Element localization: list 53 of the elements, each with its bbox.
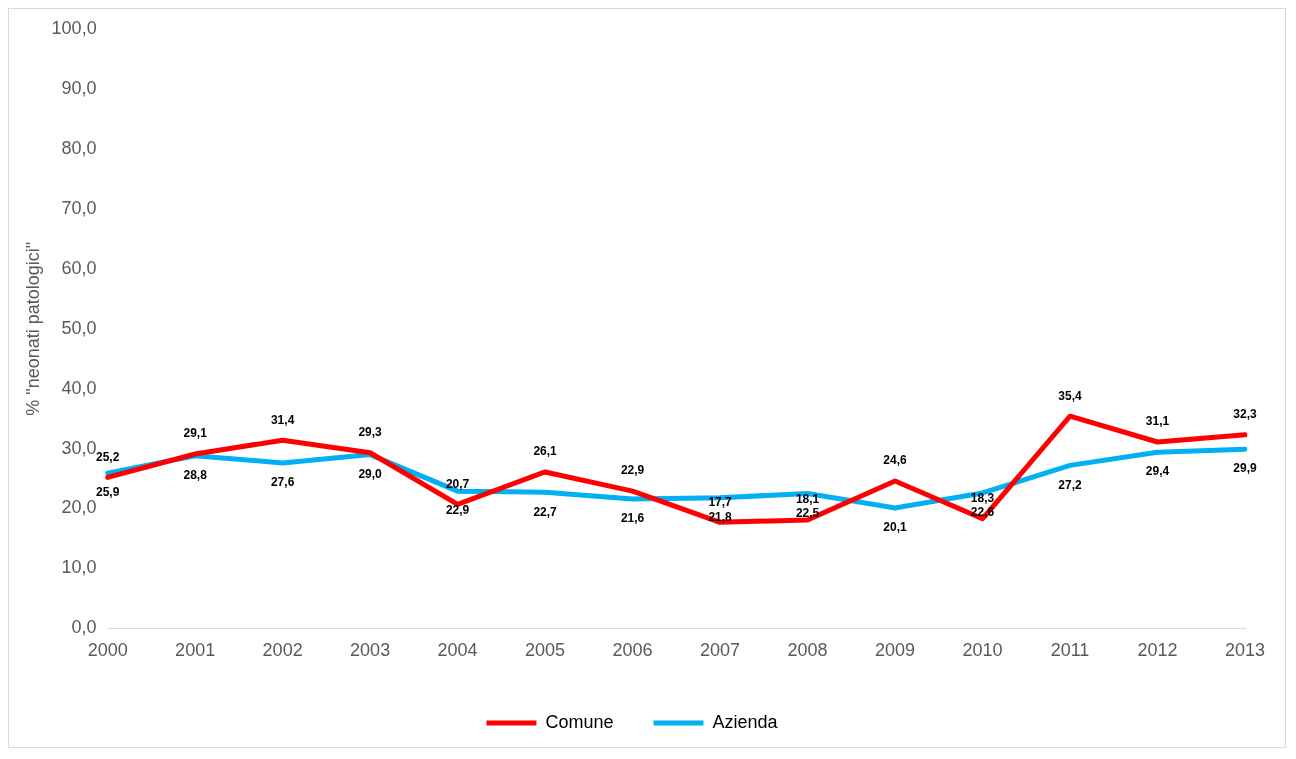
legend-label: Azienda bbox=[712, 711, 779, 732]
data-label: 24,6 bbox=[883, 453, 908, 468]
data-label: 20,7 bbox=[445, 476, 470, 491]
data-label: 29,0 bbox=[358, 466, 383, 481]
x-tick-label: 2004 bbox=[437, 640, 478, 661]
data-label: 29,4 bbox=[1145, 464, 1170, 479]
data-label: 29,3 bbox=[358, 425, 383, 440]
data-label: 20,1 bbox=[883, 520, 908, 535]
y-tick-label: 80,0 bbox=[61, 137, 97, 158]
y-tick-label: 10,0 bbox=[61, 557, 97, 578]
x-tick-label: 2011 bbox=[1050, 640, 1090, 661]
x-tick-label: 2001 bbox=[175, 640, 216, 661]
y-tick-label: 90,0 bbox=[61, 77, 97, 98]
x-tick-label: 2009 bbox=[875, 640, 916, 661]
data-label: 27,2 bbox=[1058, 477, 1083, 492]
data-label: 22,7 bbox=[533, 504, 558, 519]
x-tick-label: 2013 bbox=[1224, 640, 1266, 661]
data-label: 31,1 bbox=[1145, 414, 1170, 429]
x-tick-label: 2010 bbox=[962, 640, 1003, 661]
y-tick-label: 70,0 bbox=[61, 197, 97, 218]
y-axis-title: % "neonati patologici" bbox=[22, 241, 43, 416]
y-tick-label: 0,0 bbox=[71, 617, 97, 638]
data-label: 18,1 bbox=[795, 492, 820, 507]
y-tick-label: 30,0 bbox=[61, 437, 97, 458]
x-tick-label: 2002 bbox=[262, 640, 303, 661]
data-label: 26,1 bbox=[533, 444, 558, 459]
data-label: 29,9 bbox=[1233, 461, 1257, 476]
data-label: 35,4 bbox=[1058, 388, 1083, 403]
data-label: 28,8 bbox=[183, 468, 208, 483]
data-label: 22,9 bbox=[620, 463, 645, 478]
x-tick-label: 2012 bbox=[1137, 640, 1178, 661]
x-tick-label: 2007 bbox=[700, 640, 741, 661]
y-tick-label: 40,0 bbox=[61, 377, 97, 398]
x-tick-label: 2008 bbox=[787, 640, 828, 661]
data-label: 31,4 bbox=[270, 412, 295, 427]
y-tick-label: 60,0 bbox=[61, 257, 97, 278]
data-label: 32,3 bbox=[1233, 407, 1257, 422]
y-tick-label: 20,0 bbox=[61, 497, 97, 518]
data-label: 25,9 bbox=[95, 485, 120, 500]
x-tick-label: 2006 bbox=[612, 640, 653, 661]
y-tick-label: 50,0 bbox=[61, 317, 97, 338]
data-label: 29,1 bbox=[183, 426, 208, 441]
x-tick-label: 2005 bbox=[525, 640, 566, 661]
data-label: 21,6 bbox=[620, 511, 645, 526]
x-tick-label: 2003 bbox=[350, 640, 391, 661]
data-label: 25,2 bbox=[95, 449, 120, 464]
data-label: 22,9 bbox=[445, 503, 470, 518]
x-tick-label: 2000 bbox=[87, 640, 128, 661]
legend-label: Comune bbox=[545, 711, 614, 732]
data-label: 27,6 bbox=[270, 475, 295, 490]
data-label: 22,5 bbox=[795, 505, 820, 520]
data-label: 18,3 bbox=[970, 491, 995, 506]
y-tick-label: 100,0 bbox=[51, 17, 97, 38]
